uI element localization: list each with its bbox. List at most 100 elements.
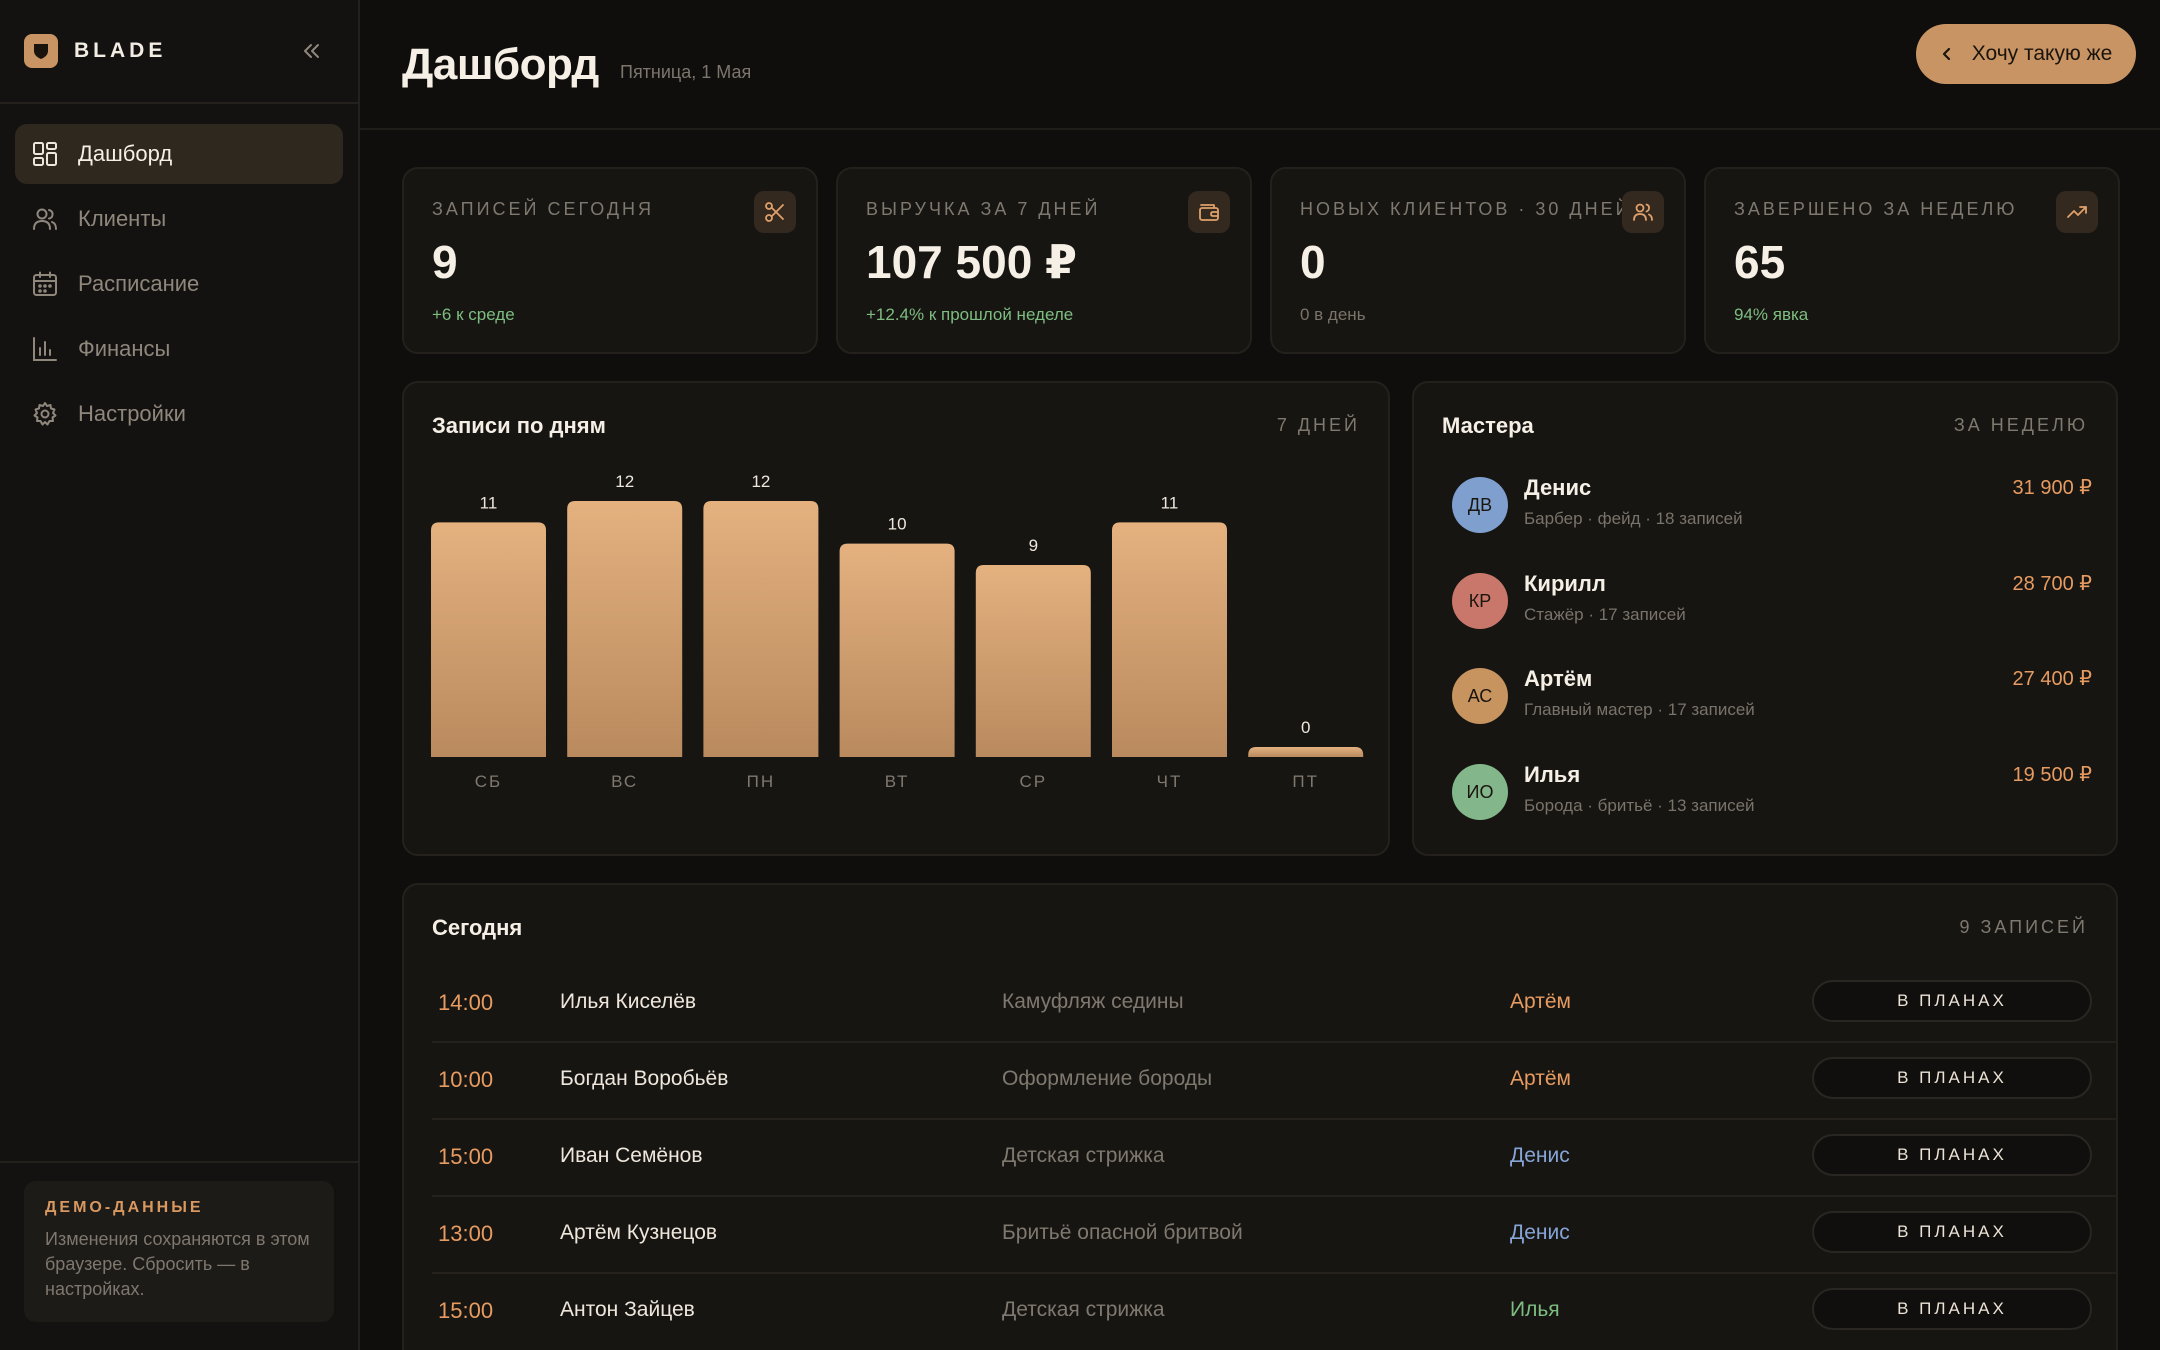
table-row[interactable]: 15:00 Иван Семёнов Детская стрижка Денис… <box>432 1120 2118 1197</box>
master-meta: Стажёр · 17 записей <box>1524 605 1686 624</box>
chevrons-left-icon <box>304 44 319 58</box>
master-name: Денис <box>1524 475 1592 500</box>
master-amount: 27 400 ₽ <box>2012 668 2092 690</box>
stat-card-new-clients-30-days: НОВЫХ КЛИЕНТОВ · 30 ДНЕЙ 0 0 в день <box>1270 167 1686 354</box>
scissors-icon <box>754 191 796 233</box>
users-icon <box>1622 191 1664 233</box>
service-name: Детская стрижка <box>1002 1298 1165 1321</box>
stat-card-completed-week: ЗАВЕРШЕНО ЗА НЕДЕЛЮ 65 94% явка <box>1704 167 2120 354</box>
trending-up-icon <box>2056 191 2098 233</box>
status-badge[interactable]: В ПЛАНАХ <box>1812 1211 2092 1253</box>
sidebar-nav: Дашборд Клиенты Расписание Финансы Настр… <box>15 124 343 449</box>
sidebar-item-settings[interactable]: Настройки <box>15 384 343 444</box>
status-badge[interactable]: В ПЛАНАХ <box>1812 1134 2092 1176</box>
wallet-icon <box>1188 191 1230 233</box>
chevron-left-icon <box>1940 45 1954 63</box>
client-name: Илья Киселёв <box>560 990 697 1013</box>
dashboard-icon <box>32 141 58 167</box>
bar-value-label: 12 <box>615 472 634 491</box>
sidebar: BLADE Дашборд Клиенты Расписание <box>0 0 360 1350</box>
bar-ЧТ[interactable] <box>1112 522 1227 757</box>
sidebar-item-finance[interactable]: Финансы <box>15 319 343 379</box>
stat-label: НОВЫХ КЛИЕНТОВ · 30 ДНЕЙ <box>1300 199 1632 219</box>
client-name: Иван Семёнов <box>560 1144 703 1167</box>
client-name: Богдан Воробьёв <box>560 1067 729 1090</box>
shield-logo-icon <box>24 34 58 68</box>
table-row[interactable]: 10:00 Богдан Воробьёв Оформление бороды … <box>432 1043 2118 1120</box>
bar-ВС[interactable] <box>567 501 683 757</box>
master-item[interactable]: АС Артём Главный мастер · 17 записей 27 … <box>1452 662 2092 732</box>
master-name: Денис <box>1510 1221 1570 1244</box>
bar-chart: 11 СБ 12 ВС 12 ПН 10 ВТ 9 СР 11 ЧТ 0 ПТ <box>431 472 1364 791</box>
client-name: Антон Зайцев <box>560 1298 695 1321</box>
avatar: КР <box>1452 573 1508 629</box>
brand[interactable]: BLADE <box>24 34 166 68</box>
client-name: Артём Кузнецов <box>560 1221 718 1244</box>
bar-ПТ[interactable] <box>1248 747 1364 757</box>
service-name: Детская стрижка <box>1002 1144 1165 1167</box>
stat-delta: +6 к среде <box>432 305 515 324</box>
masters-title: Мастера <box>1442 413 1534 438</box>
master-item[interactable]: КР Кирилл Стажёр · 17 записей 28 700 ₽ <box>1452 567 2092 637</box>
users-icon <box>32 206 58 232</box>
sidebar-item-label: Клиенты <box>78 206 167 231</box>
appointment-time: 14:00 <box>438 990 494 1015</box>
master-item[interactable]: ДВ Денис Барбер · фейд · 18 записей 31 9… <box>1452 471 2092 541</box>
master-name: Кирилл <box>1524 571 1606 596</box>
master-meta: Главный мастер · 17 записей <box>1524 700 1755 719</box>
x-tick-label: СБ <box>475 772 502 791</box>
bar-value-label: 12 <box>751 472 770 491</box>
sidebar-divider <box>0 102 358 104</box>
bar-chart-icon <box>32 336 58 362</box>
sidebar-item-label: Финансы <box>78 336 171 361</box>
bar-value-label: 11 <box>480 493 498 512</box>
stat-label: ВЫРУЧКА ЗА 7 ДНЕЙ <box>866 199 1101 219</box>
bar-value-label: 11 <box>1161 493 1179 512</box>
chart-title: Записи по дням <box>432 413 606 438</box>
master-name: Артём <box>1524 666 1593 691</box>
bar-ПН[interactable] <box>703 501 819 757</box>
page-date: Пятница, 1 Мая <box>620 62 752 82</box>
stat-card-revenue-7-days: ВЫРУЧКА ЗА 7 ДНЕЙ 107 500 ₽ +12.4% к про… <box>836 167 1252 354</box>
status-badge[interactable]: В ПЛАНАХ <box>1812 1057 2092 1099</box>
stat-value: 9 <box>432 236 458 288</box>
appointment-time: 15:00 <box>438 1298 494 1323</box>
master-name: Артём <box>1510 990 1571 1013</box>
master-amount: 31 900 ₽ <box>2012 477 2092 499</box>
bar-СР[interactable] <box>975 565 1091 757</box>
stat-value: 0 <box>1300 236 1326 288</box>
status-badge[interactable]: В ПЛАНАХ <box>1812 980 2092 1022</box>
sidebar-item-label: Дашборд <box>78 141 173 166</box>
sidebar-item-clients[interactable]: Клиенты <box>15 189 343 249</box>
chart-range: 7 ДНЕЙ <box>1276 415 1360 435</box>
bar-СБ[interactable] <box>431 522 546 757</box>
service-name: Оформление бороды <box>1002 1067 1213 1090</box>
master-item[interactable]: ИО Илья Борода · бритьё · 13 записей 19 … <box>1452 758 2092 828</box>
table-row[interactable]: 13:00 Артём Кузнецов Бритьё опасной брит… <box>432 1197 2118 1274</box>
stat-delta: +12.4% к прошлой неделе <box>866 305 1074 324</box>
calendar-icon <box>32 271 58 297</box>
sidebar-item-dashboard[interactable]: Дашборд <box>15 124 343 184</box>
status-badge[interactable]: В ПЛАНАХ <box>1812 1288 2092 1330</box>
sidebar-item-label: Расписание <box>78 271 200 296</box>
appointment-time: 10:00 <box>438 1067 494 1092</box>
sidebar-item-schedule[interactable]: Расписание <box>15 254 343 314</box>
masters-card: Мастера ЗА НЕДЕЛЮ ДВ Денис Барбер · фейд… <box>1412 381 2118 856</box>
demo-text: Изменения сохраняются в этом браузере. С… <box>45 1229 310 1299</box>
today-count: 9 ЗАПИСЕЙ <box>1959 917 2088 937</box>
master-name: Артём <box>1510 1067 1571 1090</box>
bar-ВТ[interactable] <box>839 543 955 757</box>
collapse-sidebar-button[interactable] <box>296 34 326 68</box>
master-name: Денис <box>1510 1144 1570 1167</box>
table-row[interactable]: 15:00 Антон Зайцев Детская стрижка Илья … <box>432 1274 2118 1350</box>
table-row[interactable]: 14:00 Илья Киселёв Камуфляж седины Артём… <box>432 966 2118 1043</box>
masters-range: ЗА НЕДЕЛЮ <box>1953 415 2088 435</box>
want-same-button[interactable]: Хочу такую же <box>1916 24 2136 84</box>
appointment-time: 15:00 <box>438 1144 494 1169</box>
gear-icon <box>32 401 58 427</box>
avatar: ИО <box>1452 764 1508 820</box>
master-meta: Борода · бритьё · 13 записей <box>1524 796 1755 815</box>
stat-value: 107 500 ₽ <box>866 236 1078 288</box>
demo-title: ДЕМО-ДАННЫЕ <box>45 1199 204 1216</box>
cta-label: Хочу такую же <box>1971 42 2113 65</box>
